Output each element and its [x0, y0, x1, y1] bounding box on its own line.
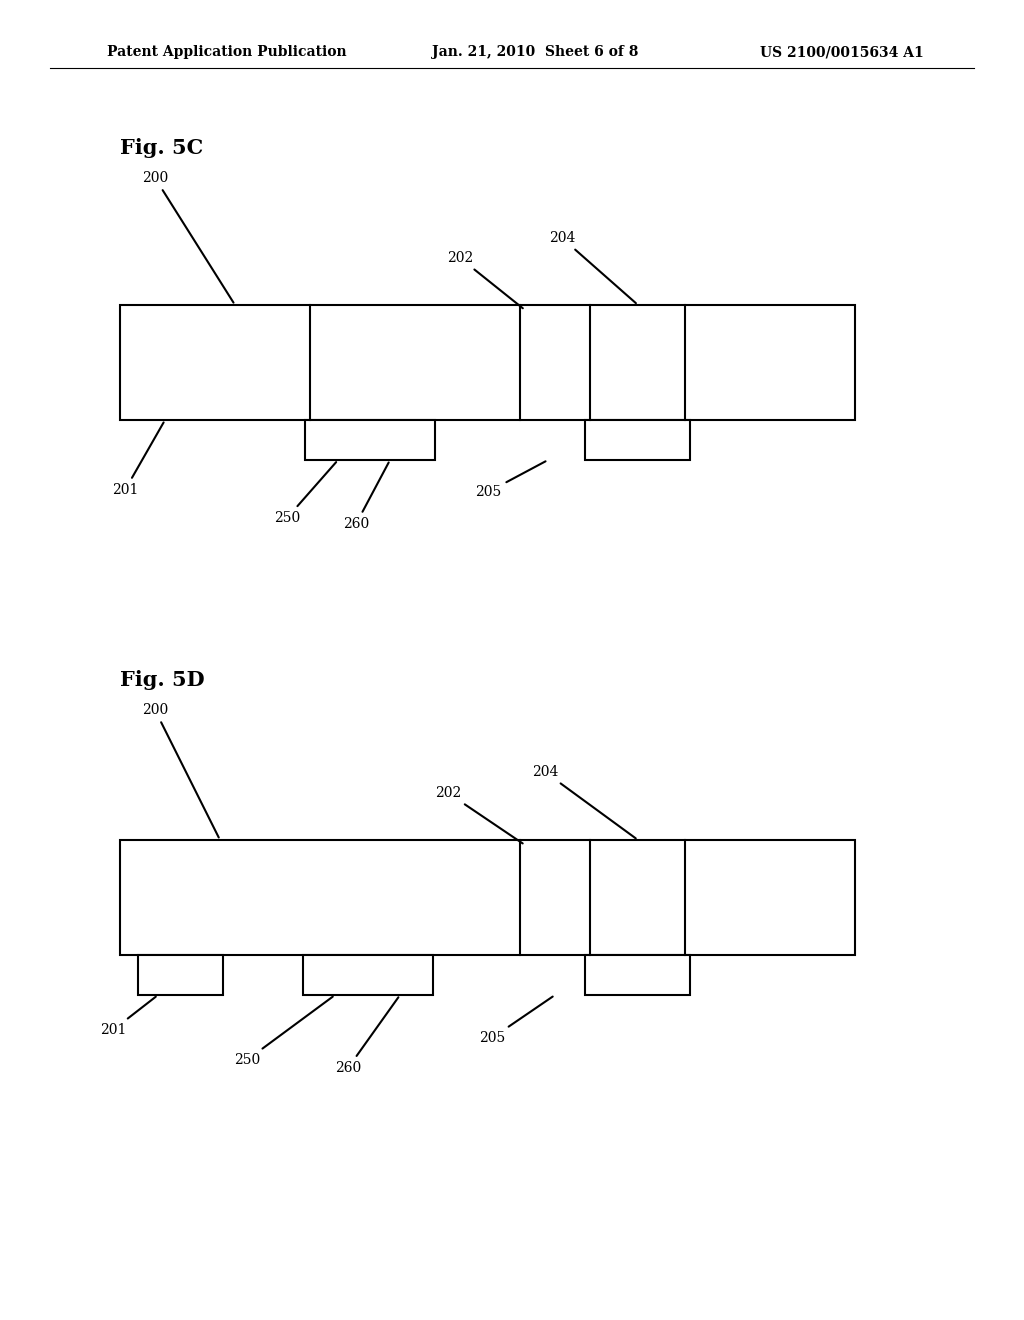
Text: 205: 205 [475, 461, 546, 499]
Text: 201: 201 [99, 997, 156, 1038]
Text: 202: 202 [435, 785, 522, 843]
Bar [303, 954, 433, 995]
Bar [120, 305, 855, 420]
Text: 202: 202 [446, 251, 523, 309]
Bar [138, 954, 223, 995]
Text: 204: 204 [549, 231, 636, 304]
Bar [585, 420, 690, 459]
Text: 250: 250 [233, 997, 333, 1067]
Text: 204: 204 [531, 766, 636, 838]
Text: 260: 260 [335, 998, 398, 1074]
Text: Jan. 21, 2010  Sheet 6 of 8: Jan. 21, 2010 Sheet 6 of 8 [432, 45, 638, 59]
Text: 201: 201 [112, 422, 164, 498]
Bar [305, 420, 435, 459]
Bar [585, 954, 690, 995]
Text: Fig. 5D: Fig. 5D [120, 671, 205, 690]
Text: 200: 200 [142, 704, 219, 837]
Bar [120, 840, 855, 954]
Text: 250: 250 [273, 462, 336, 525]
Text: 200: 200 [142, 172, 233, 302]
Text: 260: 260 [343, 462, 389, 531]
Text: Fig. 5C: Fig. 5C [120, 139, 203, 158]
Text: 205: 205 [479, 997, 553, 1045]
Text: Patent Application Publication: Patent Application Publication [106, 45, 347, 59]
Text: US 2100/0015634 A1: US 2100/0015634 A1 [760, 45, 924, 59]
